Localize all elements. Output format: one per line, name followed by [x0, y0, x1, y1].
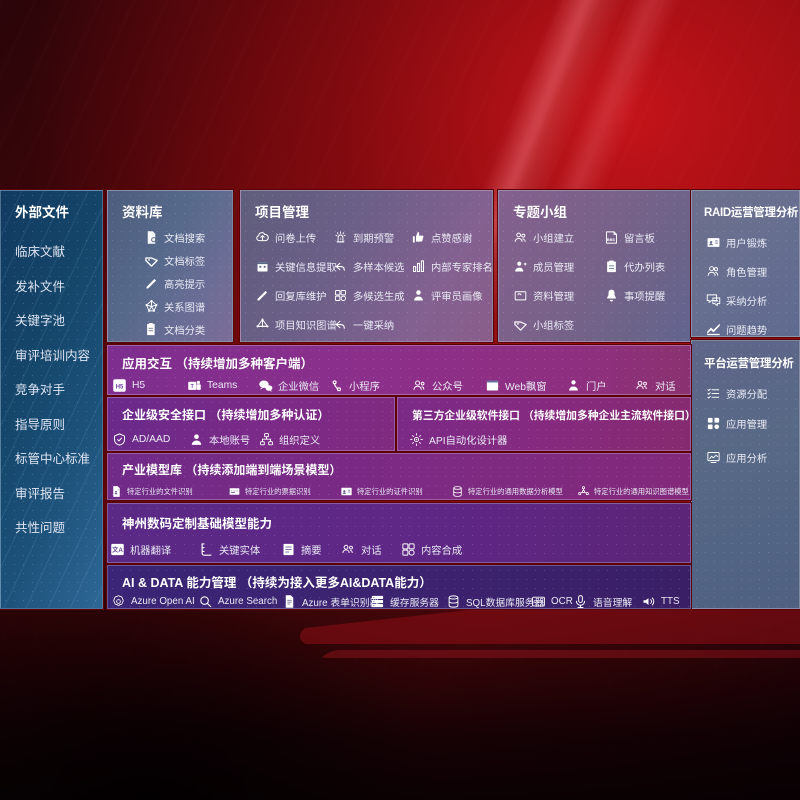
svg-text:T: T: [191, 384, 194, 390]
svg-text:H5: H5: [116, 384, 124, 390]
svg-text:QA: QA: [714, 299, 719, 303]
svg-text:OCR: OCR: [534, 599, 545, 604]
svg-text:BBS: BBS: [607, 237, 616, 242]
